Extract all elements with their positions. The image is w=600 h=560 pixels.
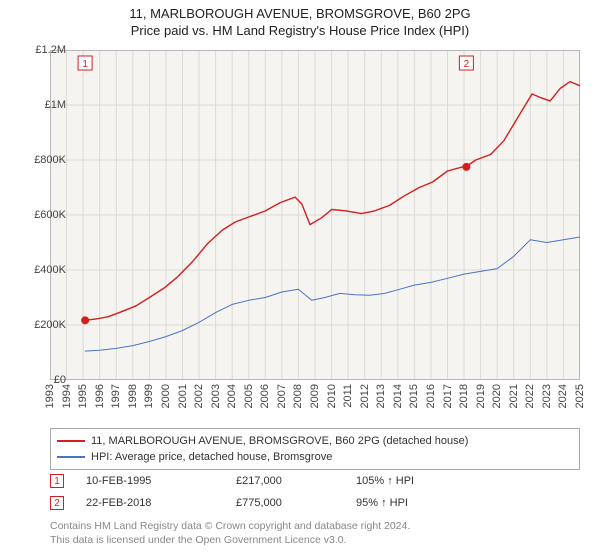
event-marker: 2 [50,496,64,510]
chart-title-line2: Price paid vs. HM Land Registry's House … [0,21,600,38]
x-tick-label: 2013 [375,384,387,408]
x-tick-label: 2009 [309,384,321,408]
x-tick-label: 2006 [259,384,271,408]
x-tick-label: 1993 [44,384,56,408]
legend-label: HPI: Average price, detached house, Brom… [91,451,332,463]
svg-text:2: 2 [464,59,470,70]
x-tick-label: 2019 [475,384,487,408]
event-pct: 105% ↑ HPI [356,475,476,487]
event-pct: 95% ↑ HPI [356,497,476,509]
x-tick-label: 2025 [574,384,586,408]
x-tick-label: 2016 [425,384,437,408]
x-tick-label: 1996 [94,384,106,408]
y-tick-label: £1M [45,99,66,111]
y-tick-label: £200K [34,319,66,331]
x-tick-label: 2023 [541,384,553,408]
svg-text:1: 1 [82,59,88,70]
x-tick-label: 2024 [557,384,569,408]
event-date: 10-FEB-1995 [86,475,236,487]
footer-line1: Contains HM Land Registry data © Crown c… [50,520,580,534]
x-tick-label: 2001 [177,384,189,408]
x-tick-label: 2012 [359,384,371,408]
event-row: 1 10-FEB-1995 £217,000 105% ↑ HPI [50,470,580,492]
x-tick-label: 1995 [77,384,89,408]
footer-line2: This data is licensed under the Open Gov… [50,534,580,548]
x-tick-label: 2014 [392,384,404,408]
x-tick-label: 2022 [524,384,536,408]
y-tick-label: £400K [34,264,66,276]
x-tick-label: 2008 [292,384,304,408]
chart-area: 12 [50,50,580,380]
x-tick-label: 2020 [491,384,503,408]
x-tick-label: 2017 [442,384,454,408]
legend: 11, MARLBOROUGH AVENUE, BROMSGROVE, B60 … [50,428,580,470]
x-tick-label: 2010 [326,384,338,408]
event-table: 1 10-FEB-1995 £217,000 105% ↑ HPI 2 22-F… [50,470,580,514]
x-tick-label: 2004 [226,384,238,408]
x-tick-label: 2011 [342,384,354,408]
event-date: 22-FEB-2018 [86,497,236,509]
x-tick-label: 2002 [193,384,205,408]
footer: Contains HM Land Registry data © Crown c… [50,520,580,547]
x-tick-label: 2015 [408,384,420,408]
x-tick-label: 1994 [61,384,73,408]
y-tick-label: £800K [34,154,66,166]
legend-row: HPI: Average price, detached house, Brom… [57,449,573,465]
x-tick-label: 1998 [127,384,139,408]
event-marker: 1 [50,474,64,488]
event-price: £217,000 [236,475,356,487]
x-tick-label: 2000 [160,384,172,408]
x-tick-label: 2003 [210,384,222,408]
x-tick-label: 1999 [143,384,155,408]
legend-row: 11, MARLBOROUGH AVENUE, BROMSGROVE, B60 … [57,433,573,449]
event-price: £775,000 [236,497,356,509]
legend-label: 11, MARLBOROUGH AVENUE, BROMSGROVE, B60 … [91,435,468,447]
x-tick-label: 1997 [110,384,122,408]
legend-swatch [57,440,85,442]
event-row: 2 22-FEB-2018 £775,000 95% ↑ HPI [50,492,580,514]
legend-swatch [57,456,85,458]
x-tick-label: 2007 [276,384,288,408]
y-tick-label: £1.2M [35,44,66,56]
x-tick-label: 2018 [458,384,470,408]
y-tick-label: £600K [34,209,66,221]
chart-title-line1: 11, MARLBOROUGH AVENUE, BROMSGROVE, B60 … [0,0,600,21]
chart-svg: 12 [50,50,580,380]
x-tick-label: 2005 [243,384,255,408]
x-tick-label: 2021 [508,384,520,408]
